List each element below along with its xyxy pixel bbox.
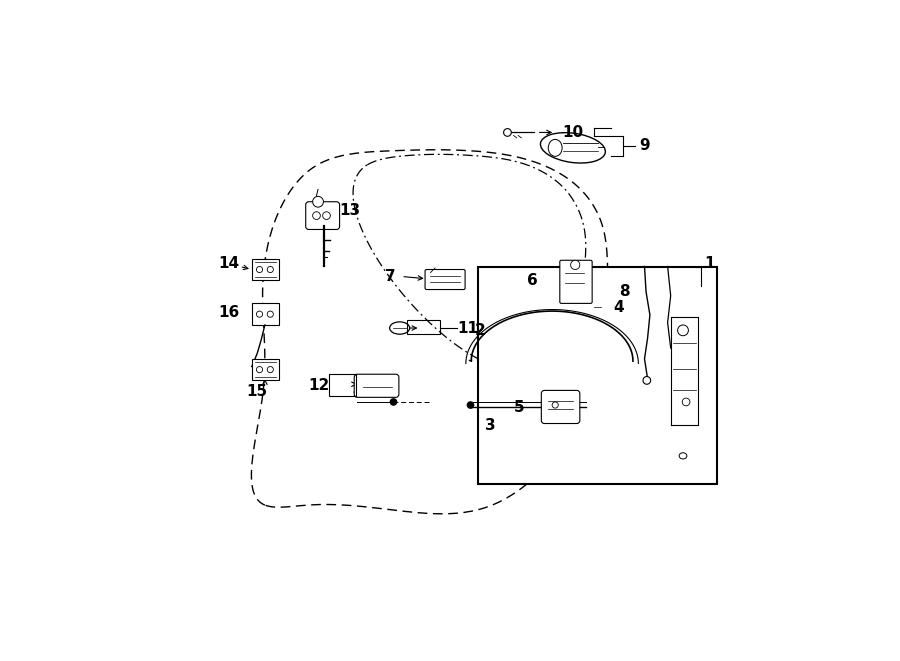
Text: 13: 13 [339, 204, 360, 219]
Ellipse shape [548, 139, 562, 156]
Text: 11: 11 [457, 321, 478, 336]
Text: 3: 3 [485, 418, 496, 432]
Text: 16: 16 [218, 305, 239, 320]
Ellipse shape [680, 453, 687, 459]
Circle shape [390, 398, 397, 406]
Circle shape [322, 212, 330, 219]
Ellipse shape [504, 129, 511, 136]
Text: 2: 2 [475, 323, 486, 338]
FancyBboxPatch shape [306, 202, 339, 229]
Bar [328, 374, 356, 396]
Circle shape [466, 401, 474, 409]
Circle shape [312, 212, 320, 219]
Ellipse shape [540, 133, 606, 163]
Text: 10: 10 [562, 125, 583, 140]
Bar [252, 303, 279, 325]
Text: 14: 14 [218, 256, 239, 271]
Bar [252, 258, 279, 280]
Circle shape [678, 325, 688, 336]
Text: 1: 1 [704, 256, 715, 271]
Circle shape [267, 266, 274, 272]
Text: 8: 8 [619, 284, 630, 299]
Circle shape [643, 377, 651, 384]
Circle shape [312, 196, 323, 207]
Text: 9: 9 [639, 138, 650, 153]
Circle shape [682, 398, 690, 406]
Bar [408, 321, 440, 334]
Text: 7: 7 [385, 269, 396, 284]
Circle shape [256, 266, 263, 272]
Circle shape [256, 311, 263, 317]
Circle shape [267, 311, 274, 317]
Polygon shape [590, 302, 606, 313]
Bar [252, 359, 279, 380]
Ellipse shape [390, 322, 410, 334]
FancyBboxPatch shape [425, 270, 465, 290]
Text: 5: 5 [514, 400, 525, 415]
FancyBboxPatch shape [541, 391, 580, 424]
Circle shape [552, 402, 558, 408]
Circle shape [256, 367, 263, 373]
Text: 12: 12 [308, 377, 329, 393]
Text: 6: 6 [526, 273, 537, 288]
Bar [478, 267, 717, 485]
FancyBboxPatch shape [560, 260, 592, 303]
Circle shape [267, 367, 274, 373]
Text: 4: 4 [614, 299, 625, 315]
Text: 15: 15 [247, 385, 268, 399]
FancyBboxPatch shape [355, 374, 399, 397]
Circle shape [571, 260, 580, 270]
